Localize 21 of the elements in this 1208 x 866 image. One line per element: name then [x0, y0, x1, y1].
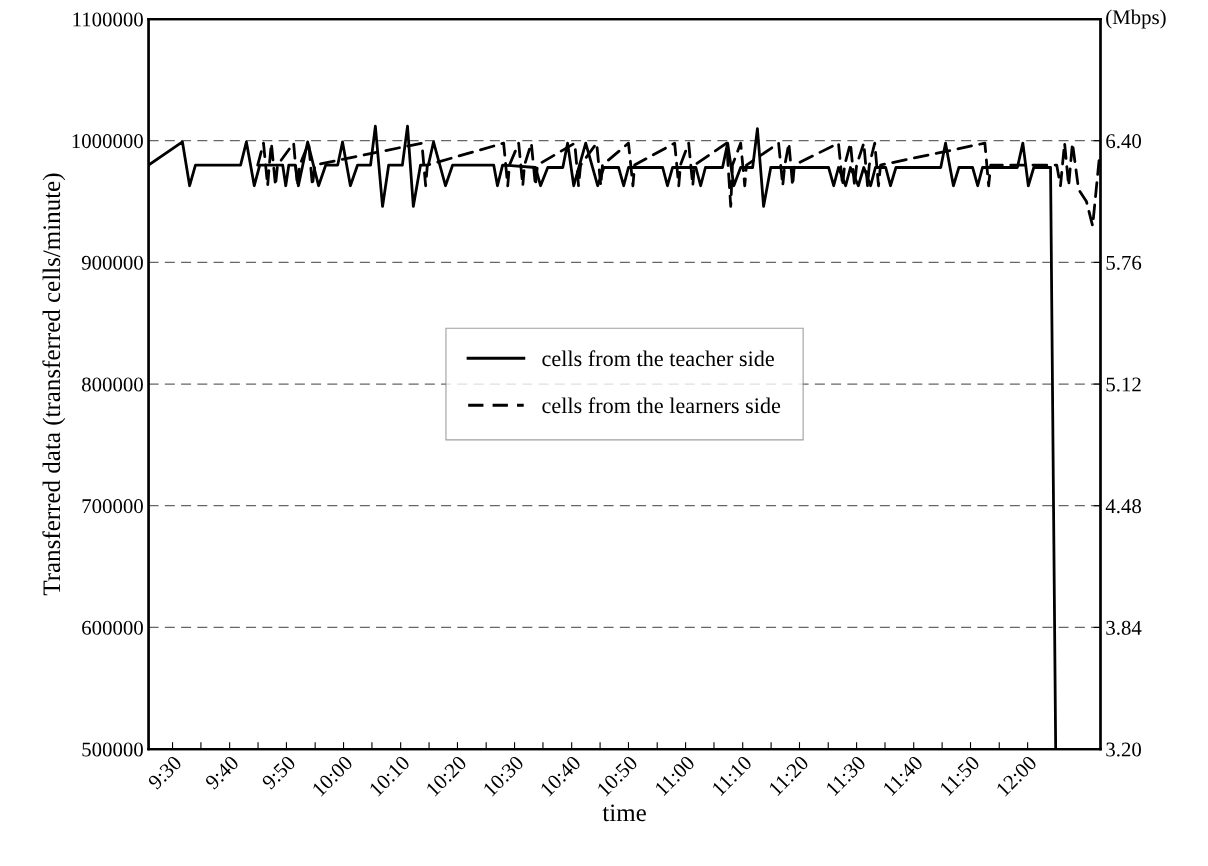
- y2-tick-label: 5.12: [1106, 377, 1141, 392]
- y-axis-title: Transferred data (transferred cells/minute): [42, 173, 66, 596]
- y-tick-label: 700000: [82, 499, 143, 514]
- y-tick-label: 900000: [81, 255, 143, 270]
- y-tick-label: 800000: [82, 377, 143, 392]
- y2-axis-title: (Mbps): [1106, 9, 1166, 29]
- y2-tick-label: 6.40: [1106, 134, 1142, 149]
- y2-tick-label: 5.76: [1106, 255, 1142, 270]
- legend-label: cells from the learners side: [542, 397, 781, 414]
- y2-tick-label: 3.84: [1106, 620, 1142, 635]
- x-tick-label: 9:50: [261, 754, 297, 791]
- x-tick-label: 9:30: [147, 754, 183, 791]
- y2-tick-label: 3.20: [1106, 742, 1142, 757]
- y2-tick-label: 4.48: [1105, 499, 1142, 514]
- legend-label: cells from the teacher side: [542, 350, 774, 367]
- y-tick-label: 600000: [82, 620, 143, 635]
- y-tick-label: 500000: [82, 742, 143, 757]
- x-tick-label: 9:40: [204, 754, 240, 791]
- x-axis-title: time: [602, 804, 646, 822]
- y-tick-label: 1000000: [72, 134, 143, 149]
- y-tick-label: 1100000: [73, 12, 143, 27]
